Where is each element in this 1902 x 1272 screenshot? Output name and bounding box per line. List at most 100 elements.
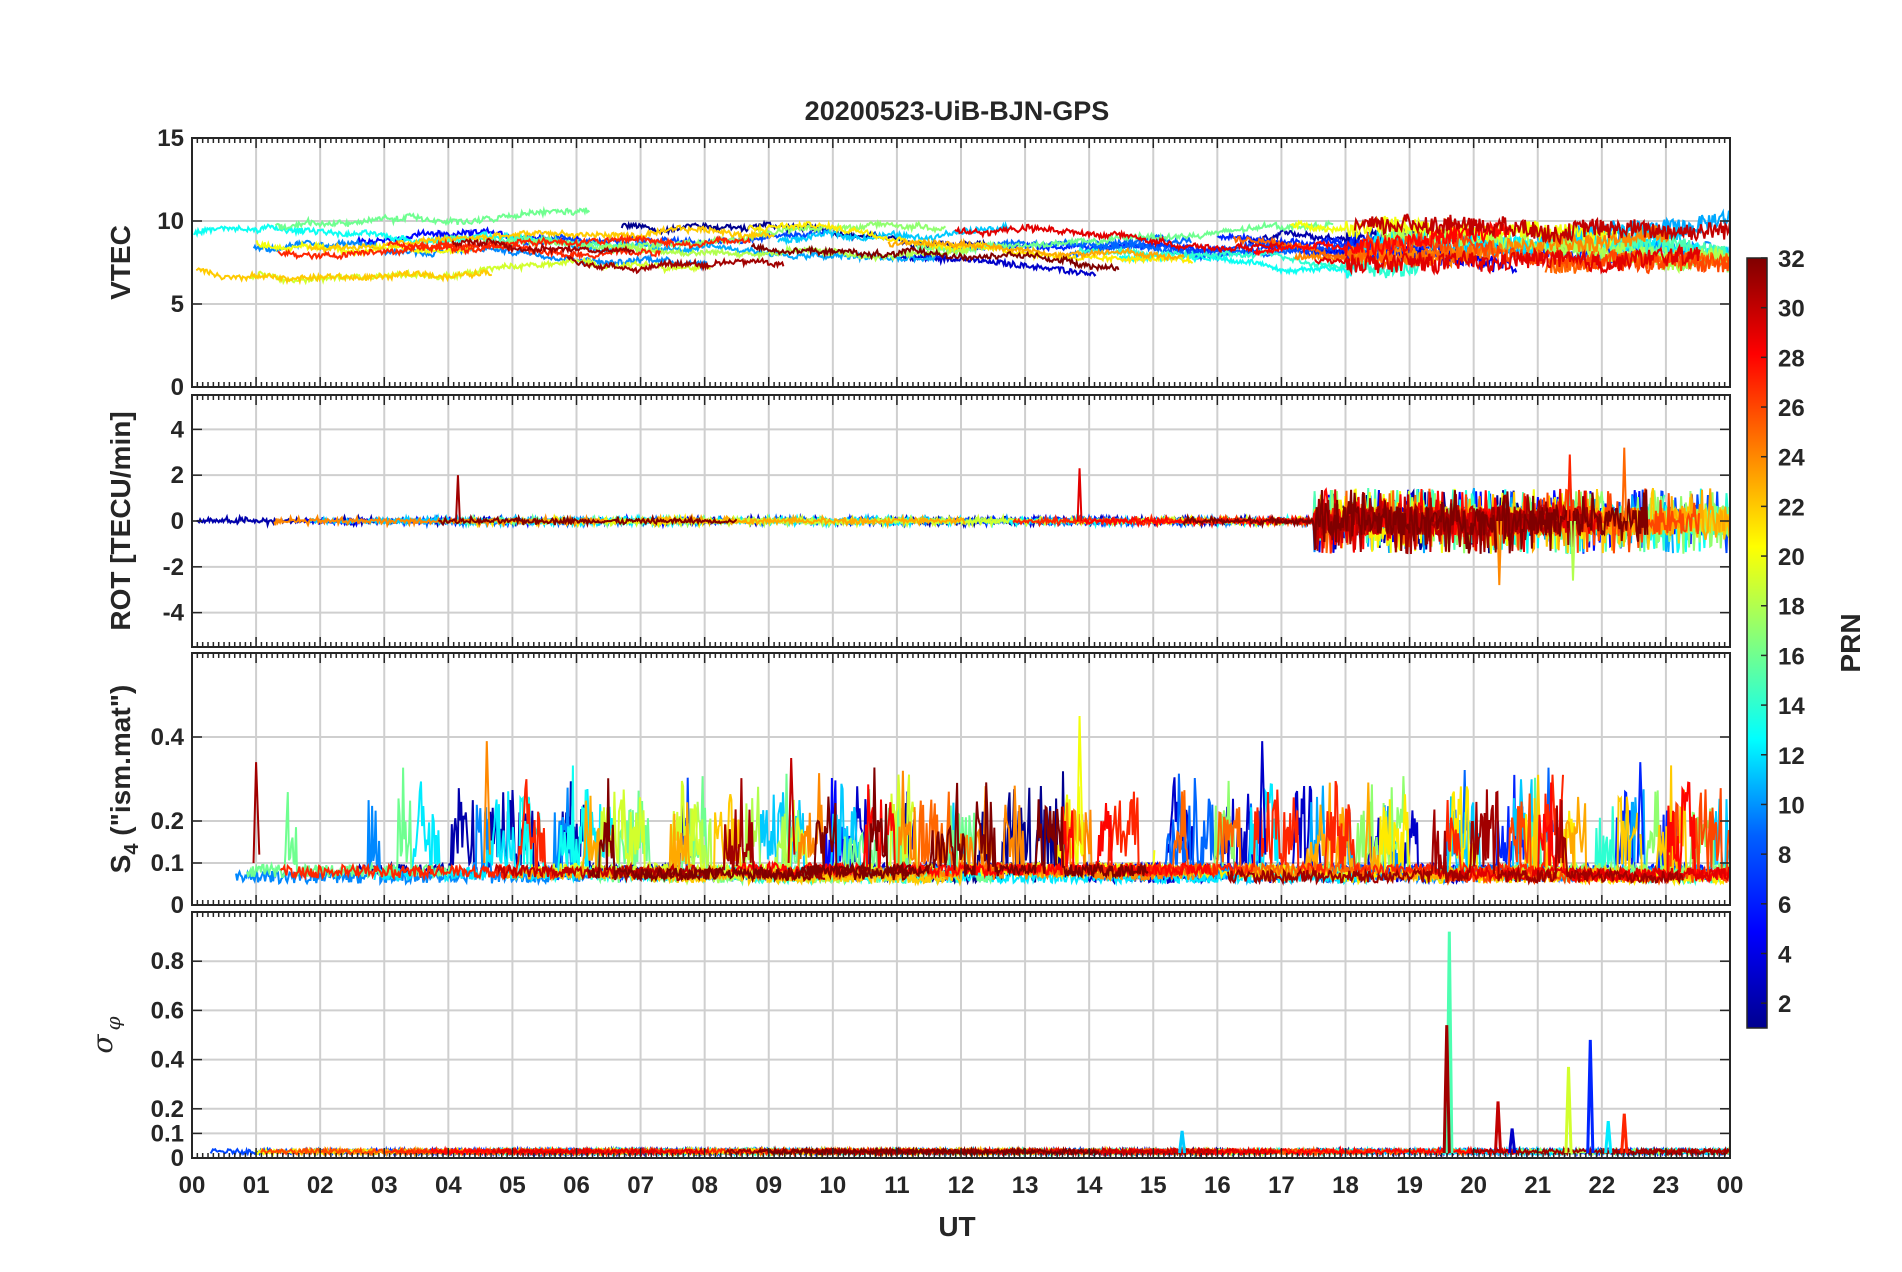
series-spike-prn-30 [787, 757, 796, 864]
panel-1: 0 5 10 15 VTEC [105, 125, 1731, 401]
series-spike-prn-31 [252, 762, 261, 864]
y-tick-label: 15 [157, 125, 184, 152]
y-axis-label: ROT [TECU/min] [105, 411, 136, 630]
series-line-prn-32 [1182, 489, 1649, 554]
y-tick-label: 0.1 [151, 1120, 184, 1147]
series-line-prn-28 [1253, 220, 1511, 257]
colorbar-label: PRN [1835, 613, 1866, 672]
series-spike-prn-20 [1075, 715, 1084, 864]
y-axis-label-sub: 4 [121, 843, 143, 855]
x-tick-label: 21 [1524, 1172, 1551, 1199]
series-spike-prn-3 [1508, 1128, 1517, 1154]
y-tick-label: 0.4 [151, 724, 185, 751]
y-tick-label: 2 [171, 462, 184, 489]
series-spike-prn-25 [1621, 447, 1628, 522]
colorbar-gradient [1746, 257, 1768, 1029]
x-tick-label: 05 [499, 1172, 526, 1199]
series-line-prn-30 [1353, 213, 1730, 246]
series-spike-prn-6 [1636, 762, 1645, 864]
series-line-prn-19 [249, 256, 712, 286]
x-tick-label: 15 [1140, 1172, 1167, 1199]
series-line-prn-22 [195, 267, 493, 286]
x-tick-label: 18 [1332, 1172, 1359, 1199]
y-tick-label: -4 [163, 600, 185, 627]
series-spike-prn-24 [483, 741, 491, 864]
colorbar-tick-label: 10 [1778, 792, 1805, 819]
x-axis: 00 01 02 03 04 05 06 07 08 09 10 11 12 13 14 15 16 17 18 19… [179, 1172, 1744, 1199]
series-spike-prn-3 [1258, 741, 1267, 864]
series-spike-prn-29 [1076, 468, 1083, 522]
colorbar-tick-label: 14 [1778, 693, 1805, 720]
series-line-prn-29 [1314, 243, 1701, 276]
series-spike-prn-30 [1493, 1101, 1503, 1154]
y-tick-label: 5 [171, 291, 184, 318]
x-tick-label: 22 [1588, 1172, 1615, 1199]
series-spike-prn-11 [1178, 1130, 1187, 1154]
x-ticks [191, 395, 1731, 647]
y-tick-label: 0 [171, 508, 184, 535]
x-tick-label: 23 [1653, 1172, 1680, 1199]
x-tick-label: 00 [179, 1172, 206, 1199]
x-tick-label: 13 [1012, 1172, 1039, 1199]
x-tick-label: 07 [627, 1172, 654, 1199]
x-ticks [191, 137, 1731, 388]
y-tick-label: 0.2 [151, 1096, 184, 1123]
x-tick-label: 02 [307, 1172, 334, 1199]
x-ticks [191, 653, 1731, 906]
series-group [235, 715, 1730, 887]
y-axis-label-sub: φ [101, 1016, 125, 1030]
series-group [193, 205, 1730, 286]
panel-2: -4 -2 0 2 4 ROT [TECU/min] [105, 394, 1731, 648]
y-axis-label: σφ [86, 1016, 125, 1053]
y-tick-label: 0.8 [151, 948, 184, 975]
colorbar-tick-label: 24 [1778, 445, 1805, 472]
series-spike-prn-6 [1586, 1039, 1595, 1154]
series-spike-prn-31 [455, 475, 461, 522]
series-line-prn-20 [255, 239, 476, 258]
x-tick-label: 10 [819, 1172, 846, 1199]
x-tick-label: 16 [1204, 1172, 1231, 1199]
series-spike-prn-19 [1564, 1066, 1573, 1154]
x-tick-label: 14 [1076, 1172, 1103, 1199]
series-line-prn-31 [451, 237, 635, 256]
series-spike-prn-27 [1620, 1113, 1629, 1154]
series-line-prn-16 [274, 205, 591, 232]
colorbar-tick-label: 16 [1778, 643, 1805, 670]
x-tick-label: 11 [884, 1172, 909, 1199]
chart-title: 20200523-UiB-BJN-GPS [805, 96, 1110, 126]
series-line-prn-22 [307, 224, 775, 254]
y-axis-label-main: S [105, 855, 136, 874]
x-tick-label: 00 [1717, 1172, 1744, 1199]
y-axis-label-rest: ("ism.mat") [105, 685, 136, 844]
y-axis-label: VTEC [105, 225, 136, 300]
y-axis-label: S4 ("ism.mat") [105, 685, 143, 874]
colorbar-tick-label: 20 [1778, 544, 1805, 571]
series-line-prn-30 [494, 861, 698, 881]
colorbar-tick-label: 6 [1778, 892, 1791, 919]
panel-3: 0 0.1 0.2 0.4 S4 ("ism.mat") [105, 652, 1731, 919]
series-spike-prn-27 [1566, 454, 1573, 522]
x-tick-label: 06 [563, 1172, 590, 1199]
colorbar-tick-label: 4 [1778, 941, 1792, 968]
colorbar-tick-label: 28 [1778, 345, 1805, 372]
y-tick-label: 4 [171, 416, 185, 443]
x-tick-label: 17 [1268, 1172, 1295, 1199]
y-tick-label: -2 [163, 554, 184, 581]
series-line-prn-32 [801, 767, 1149, 881]
y-tick-label: 0 [171, 374, 184, 401]
y-tick-label: 0.1 [151, 850, 184, 877]
y-tick-label: 10 [157, 208, 184, 235]
series-line-prn-13 [193, 223, 536, 247]
colorbar-tick-label: 32 [1778, 246, 1805, 273]
x-tick-label: 12 [948, 1172, 975, 1199]
series-line-prn-31 [567, 255, 785, 275]
series-line-prn-32 [755, 1145, 1100, 1157]
series-line-prn-32 [751, 242, 1120, 273]
x-tick-label: 19 [1396, 1172, 1423, 1199]
x-tick-label: 09 [755, 1172, 782, 1199]
x-tick-label: 01 [243, 1172, 270, 1199]
colorbar-tick-label: 18 [1778, 594, 1805, 621]
y-tick-label: 0.2 [151, 808, 184, 835]
colorbar-tick-label: 26 [1778, 395, 1805, 422]
